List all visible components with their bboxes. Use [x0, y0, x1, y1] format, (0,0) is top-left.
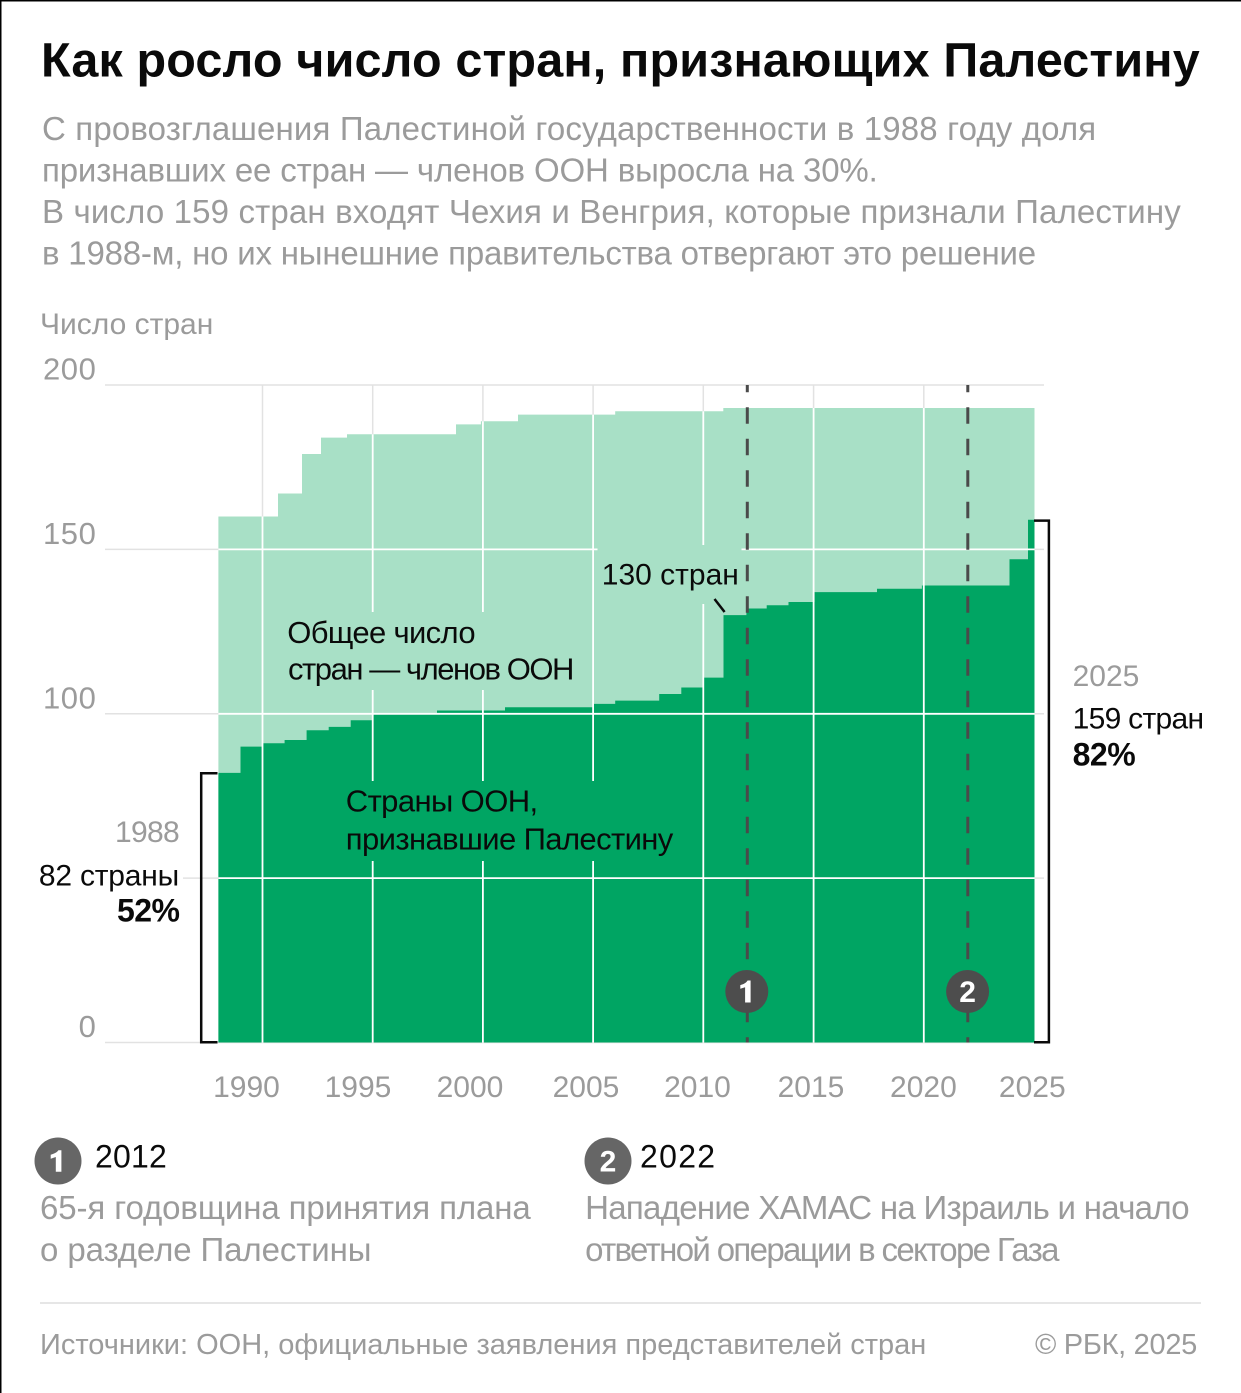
- svg-text:82%: 82%: [1073, 737, 1136, 773]
- svg-text:в 1988-м, но их нынешние прави: в 1988-м, но их нынешние правительства о…: [42, 235, 1036, 272]
- svg-text:82 страны: 82 страны: [39, 859, 179, 892]
- svg-text:100: 100: [43, 681, 97, 716]
- svg-text:1995: 1995: [325, 1071, 392, 1104]
- svg-text:признавшие Палестину: признавшие Палестину: [346, 822, 674, 857]
- svg-text:2010: 2010: [664, 1071, 731, 1104]
- svg-text:159 стран: 159 стран: [1073, 702, 1204, 735]
- svg-text:1988: 1988: [115, 816, 179, 849]
- svg-text:С провозглашения Палестиной го: С провозглашения Палестиной государствен…: [42, 110, 1096, 147]
- svg-text:ответной операции в секторе Га: ответной операции в секторе Газа: [585, 1231, 1060, 1268]
- svg-text:2: 2: [600, 1146, 617, 1179]
- svg-text:2000: 2000: [437, 1071, 504, 1104]
- svg-text:Нападение ХАМАС на Израиль и н: Нападение ХАМАС на Израиль и начало: [585, 1189, 1189, 1226]
- svg-text:Источники: ООН, официальные за: Источники: ООН, официальные заявления пр…: [40, 1329, 926, 1361]
- svg-text:признавших ее стран — членов О: признавших ее стран — членов ООН выросла…: [42, 152, 878, 189]
- svg-text:Как росло число стран, признаю: Как росло число стран, признающих Палест…: [41, 34, 1200, 88]
- svg-text:150: 150: [43, 516, 97, 551]
- svg-text:Страны ООН,: Страны ООН,: [346, 784, 538, 819]
- svg-text:1990: 1990: [213, 1071, 280, 1104]
- svg-text:В число 159 стран входят Чехия: В число 159 стран входят Чехия и Венгрия…: [42, 193, 1181, 230]
- svg-text:2005: 2005: [553, 1071, 620, 1104]
- svg-text:65-я годовщина принятия плана: 65-я годовщина принятия плана: [40, 1189, 531, 1226]
- svg-text:2022: 2022: [640, 1139, 716, 1175]
- svg-text:0: 0: [79, 1009, 97, 1044]
- svg-text:стран — членов ООН: стран — членов ООН: [288, 652, 573, 687]
- svg-text:© РБК, 2025: © РБК, 2025: [1035, 1329, 1197, 1361]
- svg-text:2: 2: [959, 976, 976, 1009]
- svg-text:2020: 2020: [890, 1071, 957, 1104]
- svg-text:2015: 2015: [778, 1071, 845, 1104]
- svg-text:52%: 52%: [117, 893, 180, 929]
- svg-text:200: 200: [43, 352, 97, 387]
- svg-text:2025: 2025: [1073, 660, 1140, 693]
- svg-text:Общее число: Общее число: [287, 615, 475, 650]
- svg-text:о разделе Палестины: о разделе Палестины: [40, 1231, 371, 1268]
- svg-text:Число стран: Число стран: [40, 308, 213, 341]
- svg-text:2012: 2012: [95, 1139, 167, 1175]
- svg-text:130 стран: 130 стран: [602, 559, 739, 592]
- svg-text:2025: 2025: [999, 1071, 1066, 1104]
